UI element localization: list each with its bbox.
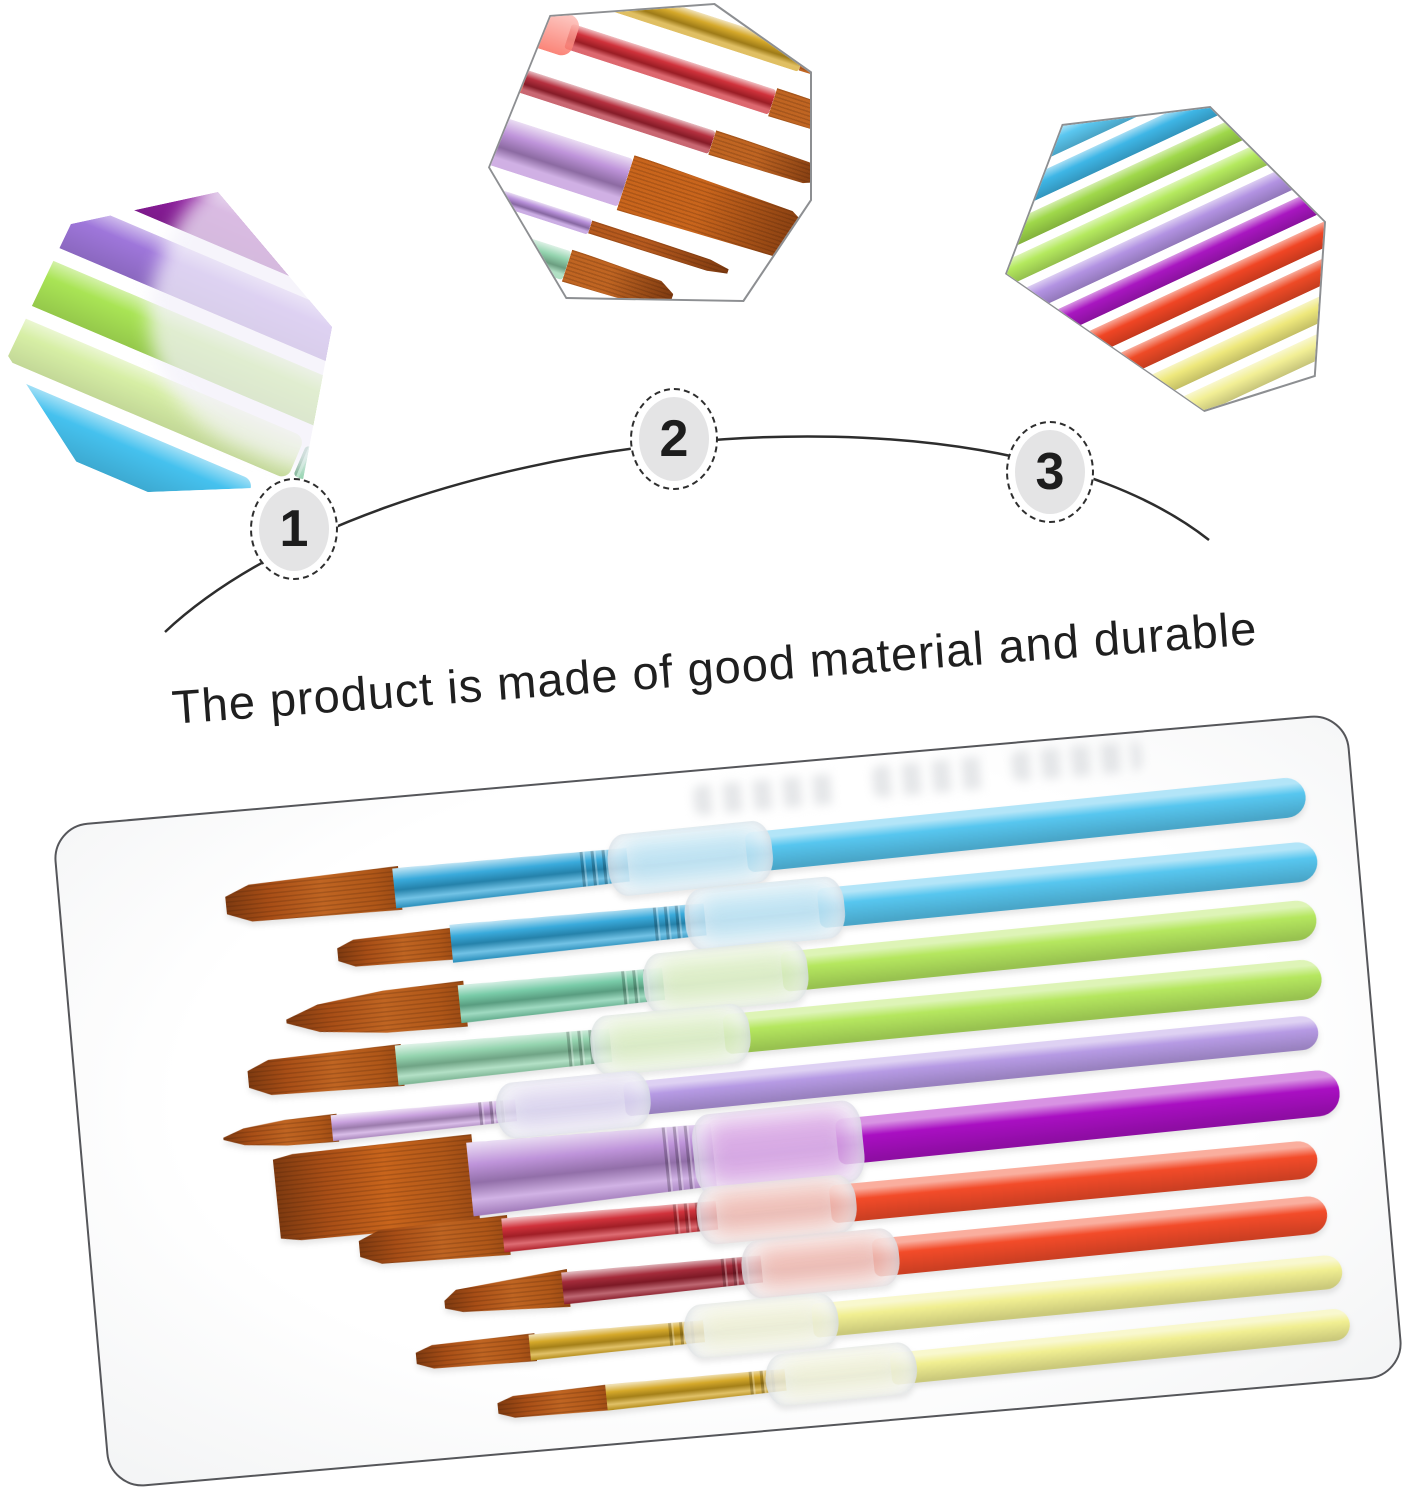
step-number: 2: [659, 410, 689, 468]
hexagon-photo-grips: [8, 192, 332, 494]
step-number: 1: [279, 500, 309, 558]
brush-ferrule: [605, 1367, 787, 1411]
watermark-smudge: [692, 772, 845, 816]
brush-ferrule: [501, 1198, 718, 1252]
brush-ferrule: [561, 1253, 763, 1304]
brush-grip-stub: [490, 5, 583, 58]
product-photo-card: [51, 712, 1405, 1490]
hexagon-photo: [490, 5, 810, 300]
step-badge-circle: 1: [259, 487, 329, 571]
photo-stripes: [8, 192, 332, 494]
brush-bristles: [222, 1114, 339, 1153]
hexagon-frame: [488, 3, 812, 302]
hexagon-photo: [8, 192, 332, 494]
brush-grip: [763, 1340, 920, 1408]
brush-ferrule: [529, 1318, 706, 1360]
step-badge-3: 3: [1006, 421, 1094, 523]
step-number: 3: [1035, 443, 1065, 501]
hexagon-photo-bristles: [488, 3, 812, 302]
photo-stripes: [490, 5, 810, 300]
brush-bristles: [358, 1215, 511, 1269]
hexagon-frame: [1005, 106, 1326, 412]
brush-bristles: [497, 1384, 614, 1421]
brush-bristles: [336, 927, 459, 970]
step-badge-1: 1: [250, 478, 338, 580]
brush-bristles: [490, 272, 565, 300]
hexagon-frame: [8, 192, 332, 494]
brush-bristles: [246, 1044, 404, 1100]
brush-bristles: [708, 130, 810, 190]
hexagon-photo: [1007, 108, 1324, 410]
brush-bristles: [415, 1333, 537, 1372]
photo-stripes: [1007, 108, 1324, 410]
step-badge-circle: 2: [639, 397, 709, 481]
brush-bristles: [224, 866, 403, 927]
watermark-smudge: [1010, 740, 1143, 782]
step-badge-2: 2: [630, 388, 718, 490]
brush-bristles: [442, 1269, 570, 1319]
hexagon-photo-handles: [1005, 106, 1326, 412]
watermark-smudge: [871, 755, 994, 799]
step-badge-circle: 3: [1015, 430, 1085, 514]
caption-text: The product is made of good material and…: [170, 601, 1259, 734]
